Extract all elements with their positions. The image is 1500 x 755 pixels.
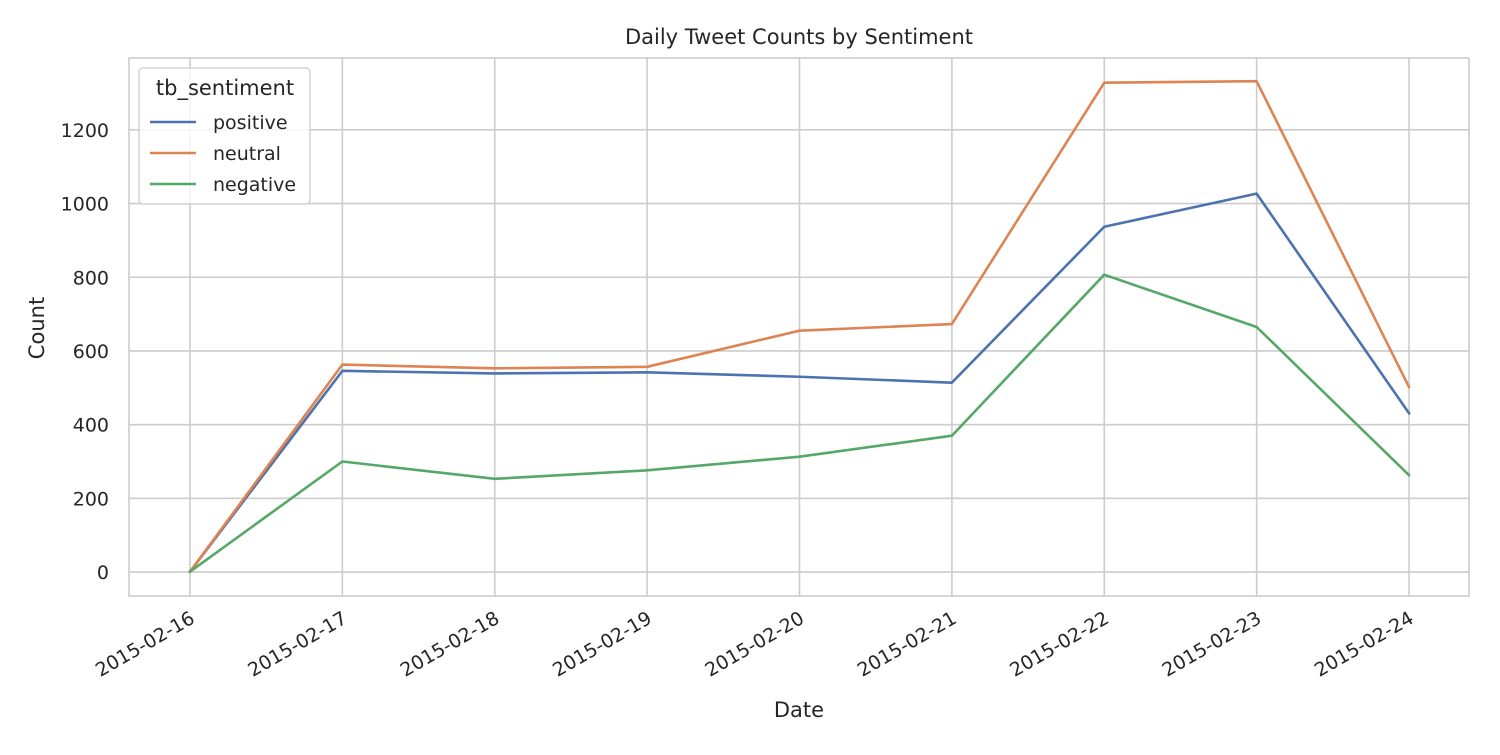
- y-axis-label: Count: [25, 297, 49, 359]
- legend-items: positive neutral negative: [150, 112, 296, 196]
- series-line-neutral: [188, 79, 1411, 574]
- legend-label-positive: positive: [213, 112, 288, 134]
- y-tick-label: 1000: [61, 194, 109, 216]
- y-tick-label: 0: [97, 562, 109, 584]
- y-tick-label: 200: [73, 488, 109, 510]
- plot-frame: [128, 57, 1470, 597]
- series-line-negative: [188, 273, 1411, 574]
- series-line-positive: [188, 192, 1411, 574]
- chart-title: Daily Tweet Counts by Sentiment: [625, 25, 973, 49]
- legend-title: tb_sentiment: [156, 76, 294, 101]
- y-tick-label: 400: [73, 415, 109, 437]
- legend-label-neutral: neutral: [213, 143, 281, 165]
- y-tick-label: 1200: [61, 120, 109, 142]
- y-tick-labels: 0 200 400 600 800 1000 1200: [61, 120, 109, 584]
- legend: tb_sentiment positive neutral negative: [138, 67, 311, 205]
- series-lines: [188, 79, 1411, 574]
- legend-box: [138, 67, 311, 205]
- y-tick-label: 600: [73, 341, 109, 363]
- legend-label-negative: negative: [213, 174, 296, 196]
- y-tick-label: 800: [73, 267, 109, 289]
- x-axis-label: Date: [774, 698, 824, 722]
